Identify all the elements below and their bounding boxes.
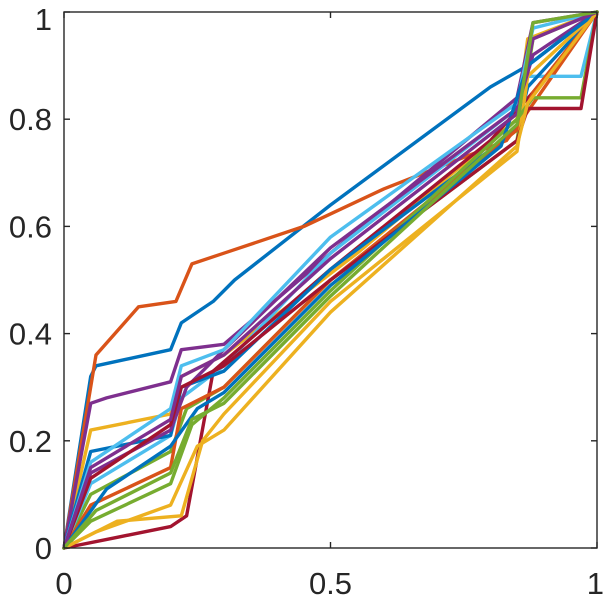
series-line-18 — [62, 10, 599, 550]
series-line-10 — [62, 10, 599, 550]
series-layer — [62, 10, 599, 550]
y-tick-label: 0 — [35, 531, 52, 566]
x-tick-label: 0 — [55, 566, 72, 598]
x-tick-label: 1 — [587, 566, 604, 598]
y-tick-label: 0.6 — [9, 209, 52, 244]
y-tick-label: 0.8 — [9, 102, 52, 137]
series-line-12 — [62, 10, 599, 550]
series-line-6 — [62, 10, 599, 550]
x-tick-label: 0.5 — [309, 566, 352, 598]
series-line-14 — [62, 10, 599, 550]
axes: 0 0.5 1 0 0.2 0.4 0.6 0.8 1 — [9, 2, 604, 598]
y-tick-label: 0.4 — [9, 317, 52, 352]
y-tick-label: 0.2 — [9, 424, 52, 459]
series-line-15 — [62, 10, 599, 550]
y-tick-label: 1 — [35, 2, 52, 37]
series-line-16 — [62, 10, 599, 550]
